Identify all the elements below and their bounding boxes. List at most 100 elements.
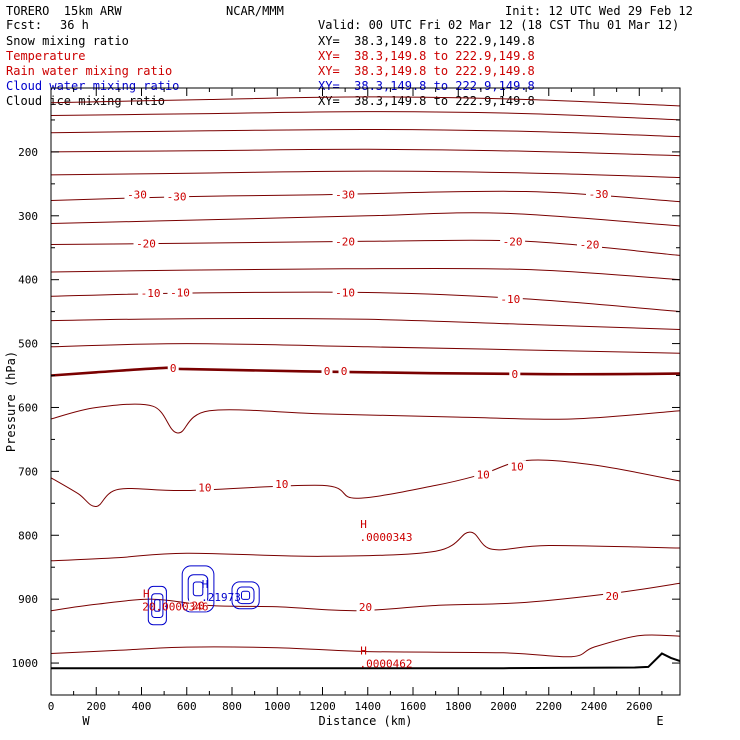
- isotherm-line: [51, 111, 680, 121]
- end-label-west: W: [82, 714, 90, 728]
- valid-time: Valid: 00 UTC Fri 02 Mar 12 (18 CST Thu …: [318, 18, 680, 32]
- isotherm-label-bg: [272, 478, 291, 491]
- x-tick-label: 1800: [445, 700, 472, 713]
- y-tick-label: 900: [18, 593, 38, 606]
- axes: 0 200 400 600 800 1000 1200 1400 1600 1800 2000 220…: [4, 88, 680, 728]
- y-tick-label: 200: [18, 146, 38, 159]
- y-axis-title: Pressure (hPa): [4, 351, 18, 452]
- max-marker-h: H: [202, 578, 209, 591]
- terrain-surface: [51, 652, 680, 670]
- freezing-level-line: [51, 366, 680, 377]
- max-marker-h: H: [360, 645, 367, 658]
- x-tick-label: 1400: [355, 700, 382, 713]
- y-tick-label: 800: [18, 529, 38, 542]
- cloud-water-contour: [181, 565, 215, 613]
- y-tick-label: 1000: [12, 657, 39, 670]
- isotherm-label: 0: [324, 365, 331, 378]
- isotherm-label-bg: [133, 237, 159, 250]
- isotherm-label: 20: [359, 601, 372, 614]
- y-tick-label: 700: [18, 465, 38, 478]
- isotherm-label-bg: [508, 460, 527, 473]
- isotherm-label-bg: [577, 238, 602, 251]
- cloud-water-contour: [192, 581, 204, 597]
- plot-border: [50, 87, 681, 696]
- y-tick-label: 300: [18, 210, 38, 223]
- cloud-water-contour: [151, 593, 164, 619]
- isotherm-label: 20: [191, 600, 204, 613]
- isotherm-label-bg: [603, 590, 622, 602]
- x-tick-label: 2400: [581, 700, 608, 713]
- isotherm-line: [51, 148, 680, 157]
- field-name-snow: Snow mixing ratio: [6, 34, 129, 48]
- isotherm-label: 10: [275, 478, 288, 491]
- isotherm-label-bg: [321, 365, 333, 378]
- isotherm-line: [51, 212, 680, 227]
- max-value-label: .0000462: [360, 658, 413, 671]
- isotherm-label-bg: [167, 286, 193, 299]
- field-xy-temperature: XY= 38.3,149.8 to 222.9,149.8: [318, 49, 535, 63]
- isotherm-line: [51, 317, 680, 330]
- isotherm-label: -20: [136, 237, 156, 250]
- field-name-cloud-water: Cloud water mixing ratio: [6, 79, 180, 93]
- isotherm-line: [51, 170, 680, 178]
- x-tick-label: 200: [86, 700, 106, 713]
- cloud-water-contour: [147, 585, 167, 626]
- end-label-east: E: [656, 714, 663, 728]
- isotherm-label-bg: [586, 188, 611, 201]
- y-tick-label: 600: [18, 401, 38, 414]
- isotherm-labels: -30 -30 -30 -30-20 -20 -20 -20-10 -10 -10 -100 0 0 0…: [124, 188, 622, 614]
- isotherm-label: -30: [167, 191, 187, 204]
- cloud-water-contour: [236, 586, 255, 605]
- isotherm-line: [51, 582, 680, 612]
- isotherm-label: 20: [605, 590, 618, 603]
- max-marker-h: H: [360, 518, 367, 531]
- y-tick-label: 400: [18, 274, 38, 287]
- isotherm-line: [51, 96, 680, 107]
- isotherm-line: [51, 343, 680, 354]
- x-tick-label: 2600: [626, 700, 653, 713]
- x-tick-label: 1000: [264, 700, 291, 713]
- isotherm-label-bg: [356, 600, 375, 613]
- isotherm-label: 0: [341, 365, 348, 378]
- max-value-label: .0000343: [360, 531, 413, 544]
- isotherm-label: -30: [335, 189, 355, 202]
- fcst-label: Fcst:: [6, 18, 43, 32]
- field-xy-snow: XY= 38.3,149.8 to 222.9,149.8: [318, 34, 535, 48]
- x-tick-label: 2000: [490, 700, 517, 713]
- cloud-water-contour: [154, 599, 161, 612]
- isotherm-label-bg: [167, 361, 179, 374]
- isotherm-line: [51, 403, 680, 434]
- isotherm-label-bg: [332, 235, 358, 248]
- max-marker-h: H: [143, 588, 150, 601]
- isotherm-label-bg: [474, 468, 493, 481]
- isotherm-label-bg: [509, 368, 521, 381]
- isotherm-label: -30: [589, 188, 609, 201]
- isotherm-line: [51, 634, 680, 658]
- isotherm-label: -10: [170, 287, 190, 300]
- isotherm-line: [51, 267, 680, 281]
- isotherm-label-bg: [332, 188, 358, 201]
- x-axis-title: Distance (km): [319, 714, 413, 728]
- isotherm-label: 10: [510, 460, 523, 473]
- x-tick-label: 1600: [400, 700, 427, 713]
- y-tick-label: 500: [18, 338, 38, 351]
- max-value-label: 20.0000346: [142, 601, 208, 614]
- x-tick-label: 600: [177, 700, 197, 713]
- isotherm-label-bg: [497, 292, 523, 305]
- isotherm-label-bg: [138, 287, 164, 300]
- plot-frame: [50, 87, 681, 696]
- isotherm-label: -10: [335, 287, 355, 300]
- isotherm-label: -20: [580, 239, 600, 252]
- isotherm-label-bg: [195, 481, 214, 494]
- isotherm-label: 0: [511, 368, 518, 381]
- terrain-line: [51, 652, 680, 670]
- fcst-value: 36 h: [60, 18, 89, 32]
- x-tick-label: 0: [48, 700, 55, 713]
- isotherm-label-bg: [189, 599, 208, 612]
- isotherm-label-bg: [338, 365, 350, 378]
- isotherm-label-bg: [124, 188, 150, 201]
- field-name-temperature: Temperature: [6, 49, 86, 63]
- model-title: TORERO 15km ARW: [6, 4, 122, 18]
